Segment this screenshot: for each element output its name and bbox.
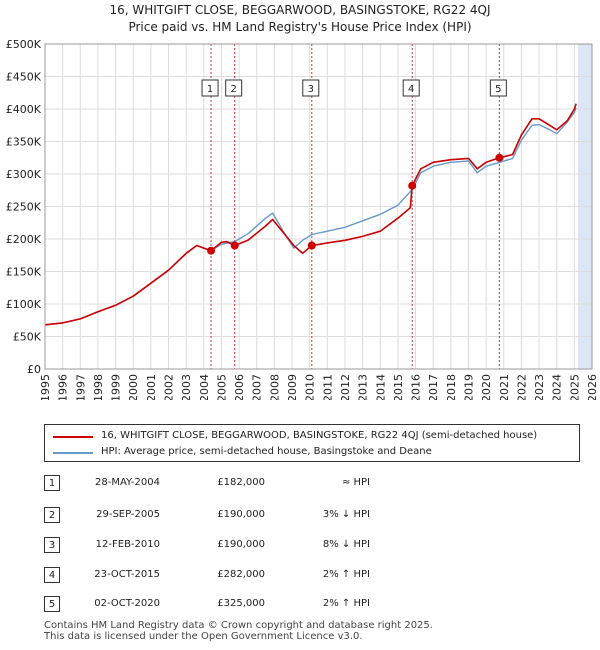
sale-marker-box [302,79,320,97]
y-tick-label: £350K [6,136,42,149]
y-tick-label: £300K [6,168,42,181]
sale-marker-box [489,79,507,97]
x-tick-label: 2014 [374,374,387,400]
transaction-hpi: 3% ↓ HPI [322,509,370,520]
y-tick-label: £50K [13,331,42,344]
transaction-row: 5 02-OCT-2020 £325,000 2% ↑ HPI [0,596,600,616]
x-tick-label: 2008 [268,374,281,400]
transaction-hpi: ≈ HPI [341,477,370,488]
transaction-row: 4 23-OCT-2015 £282,000 2% ↑ HPI [0,567,600,587]
footer-attribution: Contains HM Land Registry data © Crown c… [44,620,433,642]
x-tick-label: 2003 [180,374,193,400]
sale-point [207,246,216,255]
y-tick-label: £150K [6,266,42,279]
x-tick-label: 2026 [586,374,599,400]
price-chart: £0 £50K £100K £150K £200K £250K £300K £350K £400… [6,38,599,400]
y-tick-label: £200K [6,233,42,246]
y-tick-label: £500K [6,38,42,51]
transaction-date: 02-OCT-2020 [94,598,160,609]
footer-copyright: Contains HM Land Registry data © Crown c… [44,620,433,631]
y-tick-label: £250K [6,201,42,214]
x-tick-label: 2023 [533,374,546,400]
transaction-price: £325,000 [217,598,265,609]
x-tick-label: 1999 [110,374,123,400]
legend-hpi-swatch [53,452,93,454]
transaction-date: 12-FEB-2010 [95,539,160,550]
sale-marker-box [201,79,219,97]
transaction-date: 28-MAY-2004 [94,477,160,488]
y-tick-label: £0 [27,363,41,376]
x-tick-label: 2007 [251,374,264,400]
x-tick-label: 2024 [551,374,564,400]
x-tick-label: 1997 [74,374,87,400]
x-tick-label: 2001 [145,374,158,400]
legend-price-label: 16, WHITGIFT CLOSE, BEGGARWOOD, BASINGST… [101,430,538,441]
y-tick-label: £400K [6,103,42,116]
x-tick-label: 2009 [286,374,299,400]
transaction-number: 5 [44,596,60,612]
y-tick-label: £450K [6,71,42,84]
transaction-date: 23-OCT-2015 [94,569,160,580]
x-tick-label: 2005 [215,374,228,400]
x-tick-label: 2016 [410,374,423,400]
sale-point [230,241,239,250]
sale-marker-label: 4 [408,84,414,95]
x-tick-label: 2004 [198,374,211,400]
x-tick-label: 2011 [321,374,334,400]
transaction-number: 4 [44,567,60,583]
sale-point [408,181,417,190]
hpi-series-line [44,107,577,326]
x-tick-label: 2012 [339,374,352,400]
sale-marker-label: 3 [308,84,314,95]
transaction-number: 3 [44,537,60,553]
chart-legend: 16, WHITGIFT CLOSE, BEGGARWOOD, BASINGST… [44,424,580,462]
footer-licence: This data is licensed under the Open Gov… [44,631,363,642]
sale-marker-label: 1 [207,84,213,95]
plot-border [44,43,593,370]
sale-marker-label: 5 [495,84,501,95]
transaction-number: 1 [44,475,60,491]
transaction-price: £190,000 [217,539,265,550]
x-tick-label: 2013 [357,374,370,400]
transaction-price: £282,000 [217,569,265,580]
transaction-price: £190,000 [217,509,265,520]
x-tick-label: 2006 [233,374,246,400]
x-tick-label: 1998 [92,374,105,400]
transaction-row: 3 12-FEB-2010 £190,000 8% ↓ HPI [0,537,600,557]
sale-marker-box [402,79,420,97]
transaction-hpi: 8% ↓ HPI [322,539,370,550]
transaction-row: 1 28-MAY-2004 £182,000 ≈ HPI [0,475,600,495]
legend-price-swatch [53,436,93,438]
sale-marker-label: 2 [230,84,236,95]
x-tick-label: 2010 [304,374,317,400]
chart-subtitle: Price paid vs. HM Land Registry's House … [128,20,472,34]
y-tick-label: £100K [6,298,42,311]
transaction-row: 2 29-SEP-2005 £190,000 3% ↓ HPI [0,507,600,527]
transaction-price: £182,000 [217,477,265,488]
transaction-hpi: 2% ↑ HPI [322,569,370,580]
x-tick-label: 2018 [445,374,458,400]
legend-hpi-label: HPI: Average price, semi-detached house,… [101,446,432,457]
x-tick-label: 2017 [427,374,440,400]
x-tick-label: 2025 [568,374,581,400]
transaction-number: 2 [44,507,60,523]
transaction-hpi: 2% ↑ HPI [322,598,370,609]
x-tick-label: 2002 [163,374,176,400]
price-series-line [44,103,577,326]
x-tick-label: 2021 [498,374,511,400]
chart-title-address: 16, WHITGIFT CLOSE, BEGGARWOOD, BASINGST… [109,3,491,17]
x-tick-label: 2019 [462,374,475,400]
transaction-date: 29-SEP-2005 [96,509,160,520]
sale-point [495,153,504,162]
sale-marker-box [225,79,243,97]
x-tick-label: 1995 [39,374,52,400]
x-tick-label: 2000 [127,374,140,400]
x-tick-label: 2020 [480,374,493,400]
x-tick-label: 1996 [57,374,70,400]
x-tick-label: 2015 [392,374,405,400]
sale-point [307,241,316,250]
x-tick-label: 2022 [515,374,528,400]
